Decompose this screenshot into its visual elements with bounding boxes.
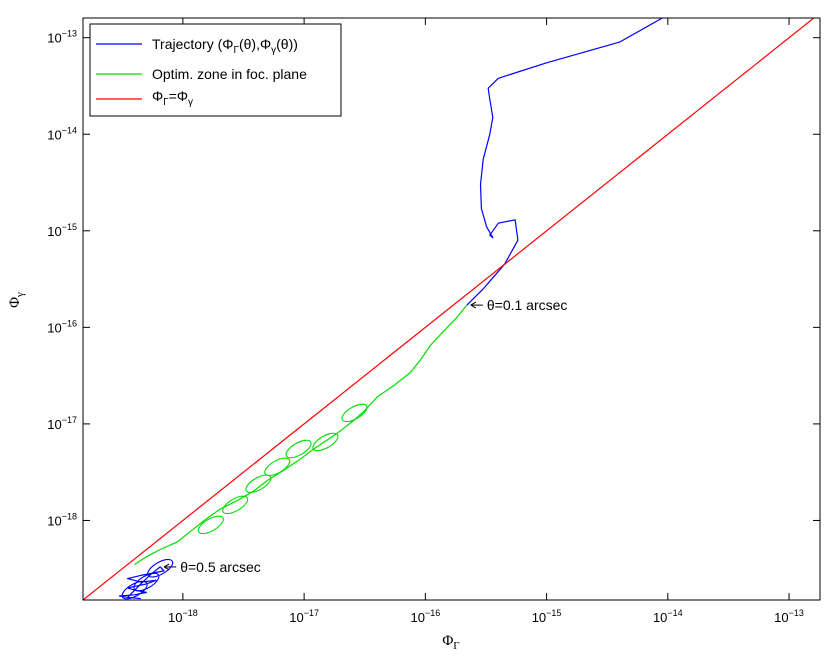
loop-mark-2	[245, 474, 272, 494]
loop-mark-6	[341, 403, 368, 423]
x-tick-label: 10−15	[532, 608, 562, 625]
y-tick-label: 10−16	[47, 318, 77, 335]
loop-mark-0	[197, 515, 224, 535]
x-tick-label: 10−16	[410, 608, 440, 625]
x-tick-label: 10−13	[774, 608, 804, 625]
x-tick-label: 10−18	[168, 608, 198, 625]
annotation-label-1: θ=0.5 arcsec	[180, 559, 261, 575]
y-tick-label: 10−18	[47, 511, 77, 528]
trajectory-line-0	[118, 566, 165, 600]
legend-box	[89, 23, 342, 117]
legend-label-identity: ΦΓ=Φγ	[152, 88, 193, 108]
x-tick-label: 10−17	[289, 608, 319, 625]
loop-mark-9	[121, 580, 148, 600]
y-tick-label: 10−14	[47, 125, 77, 142]
identity-line-3	[83, 18, 815, 600]
loop-mark-4	[285, 439, 312, 459]
loop-mark-3	[264, 457, 291, 477]
legend: Trajectory (ΦΓ(θ),Φγ(θ)) Optim. zone in …	[89, 23, 342, 117]
trajectory-line-1	[466, 18, 663, 306]
y-tick-label: 10−13	[47, 29, 77, 46]
annotation-arrowhead-0	[470, 301, 477, 309]
axis-ticks	[83, 18, 820, 600]
series-layer	[83, 18, 815, 600]
annotations: θ=0.1 arcsec θ=0.5 arcsec	[163, 297, 568, 575]
legend-label-trajectory: Trajectory (ΦΓ(θ),Φγ(θ))	[152, 36, 298, 56]
plot-frame	[82, 17, 821, 601]
loop-mark-1	[222, 495, 249, 515]
y-tick-label: 10−15	[47, 222, 77, 239]
loop-mark-7	[147, 558, 174, 578]
annotation-arrowhead-1	[163, 563, 170, 571]
legend-label-optim-zone: Optim. zone in foc. plane	[152, 66, 307, 82]
tick-labels: 10−18 10−17 10−16 10−15 10−14 10−13 10−18 10−17…	[47, 29, 804, 625]
x-tick-label: 10−14	[653, 608, 683, 625]
loop-mark-5	[312, 432, 339, 452]
annotation-label-0: θ=0.1 arcsec	[487, 297, 568, 313]
loop-mark-8	[133, 572, 160, 592]
y-tick-label: 10−17	[47, 415, 77, 432]
